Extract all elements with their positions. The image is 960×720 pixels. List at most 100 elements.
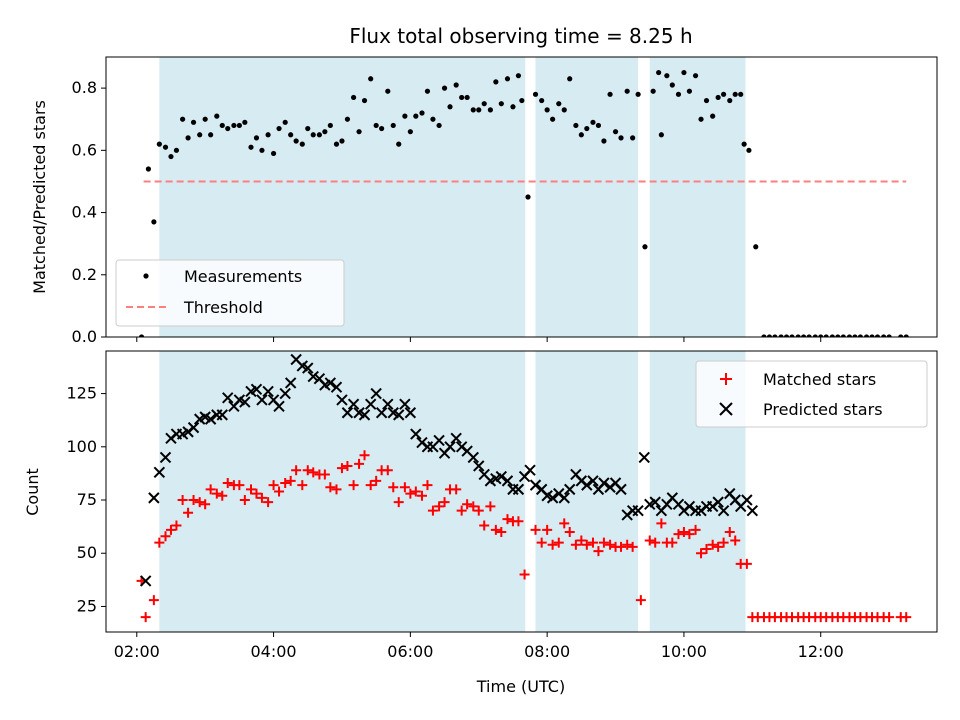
predicted-star-point — [717, 504, 730, 517]
matched-star-point — [673, 529, 684, 540]
predicted-star-point — [330, 381, 343, 393]
matched-star-point — [331, 484, 342, 495]
matched-star-point — [707, 539, 718, 550]
measurement-point — [333, 141, 340, 147]
matched-star-point — [616, 541, 627, 552]
measurement-point — [710, 113, 716, 119]
predicted-star-point — [546, 492, 559, 504]
measurement-point — [715, 94, 721, 101]
matched-star-point — [635, 595, 646, 606]
measurement-point — [504, 76, 511, 82]
matched-star-point — [382, 465, 393, 476]
matched-star-point — [479, 520, 490, 531]
measurement-point — [327, 122, 333, 129]
measurement-point — [881, 334, 887, 337]
y-tick-label: 0.4 — [72, 203, 97, 222]
measurement-point — [156, 141, 162, 147]
measurement-point — [356, 129, 362, 135]
matched-star-point — [587, 537, 598, 548]
measurement-point — [590, 119, 596, 125]
matched-star-point — [570, 539, 581, 550]
measurement-point — [869, 334, 875, 337]
measurement-point — [168, 153, 174, 160]
predicted-star-point — [524, 464, 536, 476]
measurement-point — [373, 122, 379, 129]
y-axis-label-count: Count — [23, 468, 42, 516]
measurement-point — [664, 73, 670, 79]
matched-star-point — [371, 475, 382, 486]
measurement-point — [903, 334, 909, 337]
measurement-point — [829, 334, 835, 337]
measurement-point — [607, 91, 613, 97]
matched-star-point — [285, 475, 296, 486]
measurement-point — [379, 125, 385, 132]
matched-star-point — [274, 486, 285, 497]
measurement-point — [874, 334, 881, 337]
matched-star-point — [422, 480, 433, 491]
measurement-point — [886, 334, 892, 337]
measurement-point — [197, 132, 203, 138]
matched-star-point — [177, 495, 188, 506]
measurement-point — [396, 141, 402, 147]
matched-star-point — [194, 497, 205, 508]
measurement-point — [519, 97, 525, 104]
predicted-star-point — [148, 492, 160, 504]
matched-star-point — [188, 495, 199, 506]
measurement-point — [173, 147, 180, 153]
measurement-point — [259, 147, 265, 153]
predicted-star-point — [495, 470, 508, 483]
measurement-point — [344, 116, 351, 122]
y-axis-label-ratio: Matched/Predicted stars — [30, 100, 49, 294]
panel-frame — [105, 350, 938, 633]
measurement-point — [248, 144, 254, 150]
ratio-legend: Measurements Threshold — [115, 259, 345, 327]
measurement-point — [322, 129, 328, 135]
matched-star-point — [251, 488, 262, 499]
matched-star-point — [405, 488, 416, 499]
measurement-point — [402, 113, 408, 119]
matched-star-point — [684, 529, 695, 540]
predicted-star-point — [341, 407, 354, 419]
matched-star-point — [678, 526, 689, 537]
measurement-point — [846, 334, 853, 337]
matched-star-point — [410, 486, 421, 497]
matched-star-point — [701, 543, 712, 554]
x-axis-label: Time (UTC) — [476, 677, 565, 696]
y-tick-label: 0.2 — [72, 265, 97, 284]
predicted-star-point — [187, 421, 200, 434]
measurement-point — [772, 334, 778, 337]
measurement-point — [618, 135, 624, 141]
predicted-star-point — [307, 370, 319, 383]
measurement-point — [219, 122, 225, 129]
measurement-point — [190, 119, 197, 125]
measurement-point — [578, 132, 584, 138]
y-tick-label: 0.8 — [72, 78, 97, 97]
measurement-point — [162, 144, 169, 150]
measurement-point — [550, 116, 556, 122]
measurement-point — [863, 334, 870, 337]
predicted-star-point — [587, 475, 599, 487]
matched-star-point — [456, 505, 467, 516]
count-legend-box — [695, 360, 928, 428]
matched-star-point — [393, 497, 404, 508]
matched-star-point — [183, 507, 194, 518]
chart-title: Flux total observing time = 8.25 h — [349, 24, 692, 48]
matched-star-point — [342, 460, 353, 471]
measurement-point — [515, 73, 522, 79]
matched-star-point — [234, 480, 245, 491]
measurement-point — [498, 101, 504, 107]
measurement-point — [138, 334, 145, 337]
matched-star-point — [336, 463, 347, 474]
matched-star-point — [268, 480, 279, 491]
measurement-point — [293, 138, 299, 144]
predicted-star-point — [239, 396, 251, 408]
predicted-star-point — [284, 377, 297, 389]
matched-star-point — [388, 482, 399, 493]
matched-star-point — [713, 541, 724, 552]
predicted-star-point — [153, 466, 166, 479]
predicted-star-point — [444, 441, 456, 453]
measurement-point — [253, 135, 260, 141]
matched-star-point — [171, 520, 182, 531]
measurement-point — [532, 91, 539, 97]
measurement-point — [635, 91, 641, 97]
